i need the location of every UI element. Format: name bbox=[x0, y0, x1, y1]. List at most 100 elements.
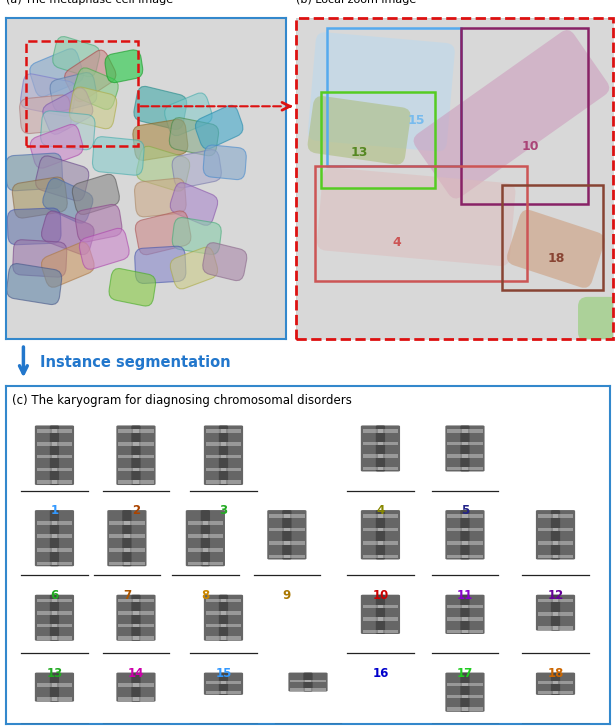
FancyBboxPatch shape bbox=[43, 178, 93, 223]
FancyBboxPatch shape bbox=[79, 229, 129, 269]
Bar bbox=[502, 185, 604, 290]
FancyBboxPatch shape bbox=[204, 673, 228, 695]
FancyBboxPatch shape bbox=[267, 510, 291, 560]
Text: 10: 10 bbox=[522, 140, 539, 153]
Bar bbox=[206, 624, 226, 627]
Bar bbox=[378, 467, 398, 470]
FancyBboxPatch shape bbox=[50, 73, 97, 111]
Bar bbox=[52, 534, 72, 538]
Bar bbox=[37, 684, 57, 687]
Bar bbox=[221, 624, 241, 627]
FancyBboxPatch shape bbox=[219, 595, 243, 641]
Bar bbox=[52, 684, 72, 687]
Bar bbox=[305, 688, 326, 690]
Text: (a) The metaphase cell image: (a) The metaphase cell image bbox=[6, 0, 173, 5]
Bar bbox=[133, 684, 154, 687]
FancyBboxPatch shape bbox=[116, 425, 140, 485]
FancyBboxPatch shape bbox=[551, 673, 575, 695]
FancyBboxPatch shape bbox=[536, 510, 560, 560]
FancyBboxPatch shape bbox=[12, 177, 67, 218]
FancyBboxPatch shape bbox=[219, 673, 243, 695]
Bar bbox=[462, 467, 483, 470]
FancyBboxPatch shape bbox=[536, 595, 560, 630]
FancyBboxPatch shape bbox=[92, 137, 144, 175]
Bar bbox=[133, 697, 154, 700]
Bar bbox=[462, 528, 483, 531]
Bar bbox=[538, 555, 558, 558]
Bar bbox=[206, 681, 226, 684]
Bar bbox=[52, 467, 72, 471]
Bar bbox=[305, 680, 326, 682]
FancyBboxPatch shape bbox=[376, 425, 400, 472]
Bar bbox=[553, 555, 573, 558]
Bar bbox=[52, 442, 72, 446]
Text: 18: 18 bbox=[548, 667, 564, 680]
Bar bbox=[363, 605, 383, 608]
Text: (c) The karyogram for diagnosing chromosomal disorders: (c) The karyogram for diagnosing chromos… bbox=[12, 395, 352, 407]
Text: 15: 15 bbox=[407, 114, 425, 127]
Bar bbox=[206, 430, 226, 433]
Text: 2: 2 bbox=[132, 505, 140, 518]
Bar bbox=[221, 611, 241, 614]
Bar bbox=[221, 455, 241, 459]
Bar bbox=[206, 442, 226, 446]
Bar bbox=[37, 455, 57, 459]
Bar bbox=[447, 541, 468, 545]
FancyBboxPatch shape bbox=[70, 87, 117, 129]
Bar bbox=[188, 548, 208, 552]
Bar bbox=[52, 455, 72, 459]
FancyBboxPatch shape bbox=[131, 425, 156, 485]
Text: 11: 11 bbox=[457, 589, 473, 602]
Bar bbox=[52, 521, 72, 525]
FancyBboxPatch shape bbox=[136, 211, 191, 255]
Bar bbox=[188, 561, 208, 565]
Bar bbox=[37, 598, 57, 602]
Bar bbox=[118, 598, 139, 602]
FancyBboxPatch shape bbox=[578, 297, 616, 341]
Bar bbox=[462, 630, 483, 633]
Bar bbox=[203, 534, 223, 538]
Bar bbox=[363, 555, 383, 558]
Bar bbox=[553, 626, 573, 630]
FancyBboxPatch shape bbox=[308, 32, 455, 151]
Bar bbox=[462, 708, 483, 711]
Bar bbox=[37, 548, 57, 552]
Bar bbox=[378, 541, 398, 545]
FancyBboxPatch shape bbox=[201, 510, 225, 566]
FancyBboxPatch shape bbox=[195, 106, 243, 149]
FancyBboxPatch shape bbox=[30, 49, 84, 97]
FancyBboxPatch shape bbox=[20, 95, 71, 134]
FancyBboxPatch shape bbox=[536, 673, 560, 695]
Bar bbox=[118, 624, 139, 627]
FancyBboxPatch shape bbox=[551, 510, 575, 560]
Bar bbox=[553, 528, 573, 531]
FancyBboxPatch shape bbox=[317, 167, 516, 266]
Bar bbox=[553, 514, 573, 518]
Bar bbox=[290, 680, 311, 682]
Bar bbox=[378, 555, 398, 558]
FancyBboxPatch shape bbox=[170, 183, 217, 226]
Bar bbox=[52, 611, 72, 614]
Bar bbox=[124, 561, 145, 565]
Text: Instance segmentation: Instance segmentation bbox=[40, 355, 230, 370]
Bar bbox=[462, 605, 483, 608]
Bar bbox=[203, 548, 223, 552]
Bar bbox=[538, 514, 558, 518]
Bar bbox=[363, 541, 383, 545]
Bar bbox=[363, 442, 383, 446]
Bar bbox=[553, 681, 573, 684]
FancyBboxPatch shape bbox=[445, 425, 469, 472]
Bar bbox=[269, 541, 290, 545]
Bar bbox=[462, 430, 483, 432]
FancyBboxPatch shape bbox=[288, 673, 313, 692]
Text: 8: 8 bbox=[201, 589, 209, 602]
Bar bbox=[538, 528, 558, 531]
FancyBboxPatch shape bbox=[75, 205, 122, 242]
Bar bbox=[378, 605, 398, 608]
Bar bbox=[447, 708, 468, 711]
FancyBboxPatch shape bbox=[361, 595, 385, 634]
Bar bbox=[118, 611, 139, 614]
FancyBboxPatch shape bbox=[361, 510, 385, 560]
FancyBboxPatch shape bbox=[282, 510, 307, 560]
Bar bbox=[462, 695, 483, 698]
